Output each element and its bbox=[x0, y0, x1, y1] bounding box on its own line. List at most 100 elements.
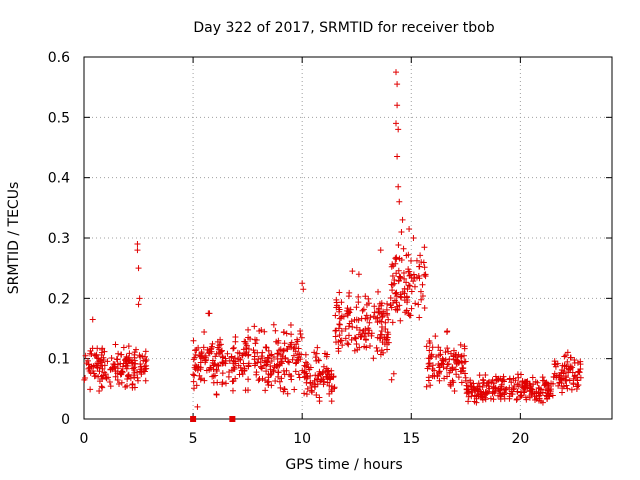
data-point bbox=[383, 334, 390, 341]
data-point bbox=[366, 319, 373, 326]
data-point bbox=[555, 382, 562, 389]
data-point bbox=[125, 343, 132, 350]
data-point bbox=[262, 387, 269, 394]
data-point bbox=[368, 332, 375, 339]
y-tick-label: 0.6 bbox=[48, 50, 70, 66]
data-point bbox=[287, 321, 294, 328]
data-point bbox=[336, 321, 343, 328]
data-point bbox=[477, 391, 484, 398]
data-point bbox=[444, 361, 451, 368]
data-point bbox=[320, 363, 327, 370]
data-point bbox=[206, 366, 213, 373]
data-point bbox=[511, 382, 518, 389]
data-point bbox=[495, 375, 502, 382]
data-point bbox=[417, 288, 424, 295]
data-point bbox=[485, 378, 492, 385]
data-point bbox=[450, 352, 457, 359]
data-point bbox=[521, 384, 528, 391]
data-point bbox=[351, 334, 358, 341]
data-point bbox=[238, 367, 245, 374]
data-point bbox=[270, 354, 277, 361]
data-point bbox=[114, 365, 121, 372]
data-point bbox=[258, 353, 265, 360]
data-point bbox=[252, 336, 259, 343]
data-point bbox=[124, 376, 131, 383]
data-point bbox=[563, 382, 570, 389]
data-point bbox=[336, 321, 343, 328]
data-point bbox=[278, 375, 285, 382]
data-point bbox=[415, 272, 422, 279]
data-point bbox=[480, 377, 487, 384]
data-point bbox=[436, 377, 443, 384]
data-point bbox=[240, 360, 247, 367]
data-point bbox=[497, 392, 504, 399]
data-point bbox=[338, 315, 345, 322]
data-point bbox=[197, 359, 204, 366]
data-point bbox=[538, 386, 545, 393]
data-point bbox=[378, 302, 385, 309]
data-point bbox=[378, 323, 385, 330]
data-point bbox=[552, 361, 559, 368]
data-point bbox=[428, 351, 435, 358]
data-point bbox=[251, 353, 258, 360]
data-point bbox=[479, 384, 486, 390]
data-point bbox=[453, 359, 460, 366]
data-point bbox=[394, 81, 401, 88]
data-point bbox=[105, 374, 112, 381]
data-point bbox=[398, 294, 405, 301]
data-point bbox=[311, 349, 318, 356]
data-point bbox=[239, 371, 246, 378]
data-point bbox=[487, 395, 494, 402]
data-point bbox=[421, 271, 428, 278]
data-point bbox=[200, 344, 207, 351]
data-point bbox=[284, 390, 291, 397]
data-point bbox=[360, 306, 367, 313]
data-point bbox=[550, 380, 557, 387]
y-tick-label: 0.2 bbox=[48, 291, 70, 307]
data-point bbox=[375, 288, 382, 295]
data-point bbox=[134, 247, 141, 254]
data-point bbox=[281, 371, 288, 378]
data-point bbox=[457, 341, 464, 348]
data-point bbox=[268, 357, 275, 364]
data-point bbox=[263, 344, 270, 351]
data-point bbox=[506, 393, 513, 400]
data-point bbox=[235, 362, 242, 369]
data-point bbox=[301, 390, 308, 397]
data-point bbox=[315, 357, 322, 364]
data-point bbox=[143, 362, 150, 369]
data-point bbox=[532, 378, 539, 385]
data-point bbox=[428, 352, 435, 359]
data-point bbox=[275, 373, 282, 380]
data-point bbox=[421, 244, 428, 251]
data-point bbox=[229, 387, 236, 394]
data-point-square bbox=[190, 416, 197, 422]
data-point bbox=[422, 273, 429, 280]
data-point bbox=[257, 358, 264, 365]
data-point bbox=[141, 363, 148, 370]
data-point bbox=[345, 293, 352, 300]
data-point bbox=[93, 355, 100, 362]
data-point bbox=[419, 293, 426, 300]
data-point bbox=[292, 368, 299, 375]
data-point bbox=[311, 383, 318, 390]
data-point bbox=[331, 384, 338, 391]
x-tick-label: 20 bbox=[511, 431, 529, 447]
data-point bbox=[195, 344, 202, 351]
data-point bbox=[432, 333, 439, 340]
data-point bbox=[85, 361, 92, 368]
data-point bbox=[222, 380, 229, 387]
data-point bbox=[391, 277, 398, 284]
data-point bbox=[427, 382, 434, 389]
data-point bbox=[374, 348, 381, 355]
data-point bbox=[298, 334, 305, 341]
data-point bbox=[463, 382, 470, 389]
data-point bbox=[278, 358, 285, 365]
data-point bbox=[114, 376, 121, 383]
data-point bbox=[194, 367, 201, 374]
data-point bbox=[359, 330, 366, 337]
data-point bbox=[390, 300, 397, 307]
data-point bbox=[135, 301, 142, 308]
data-point bbox=[462, 377, 469, 384]
data-point bbox=[291, 344, 298, 351]
